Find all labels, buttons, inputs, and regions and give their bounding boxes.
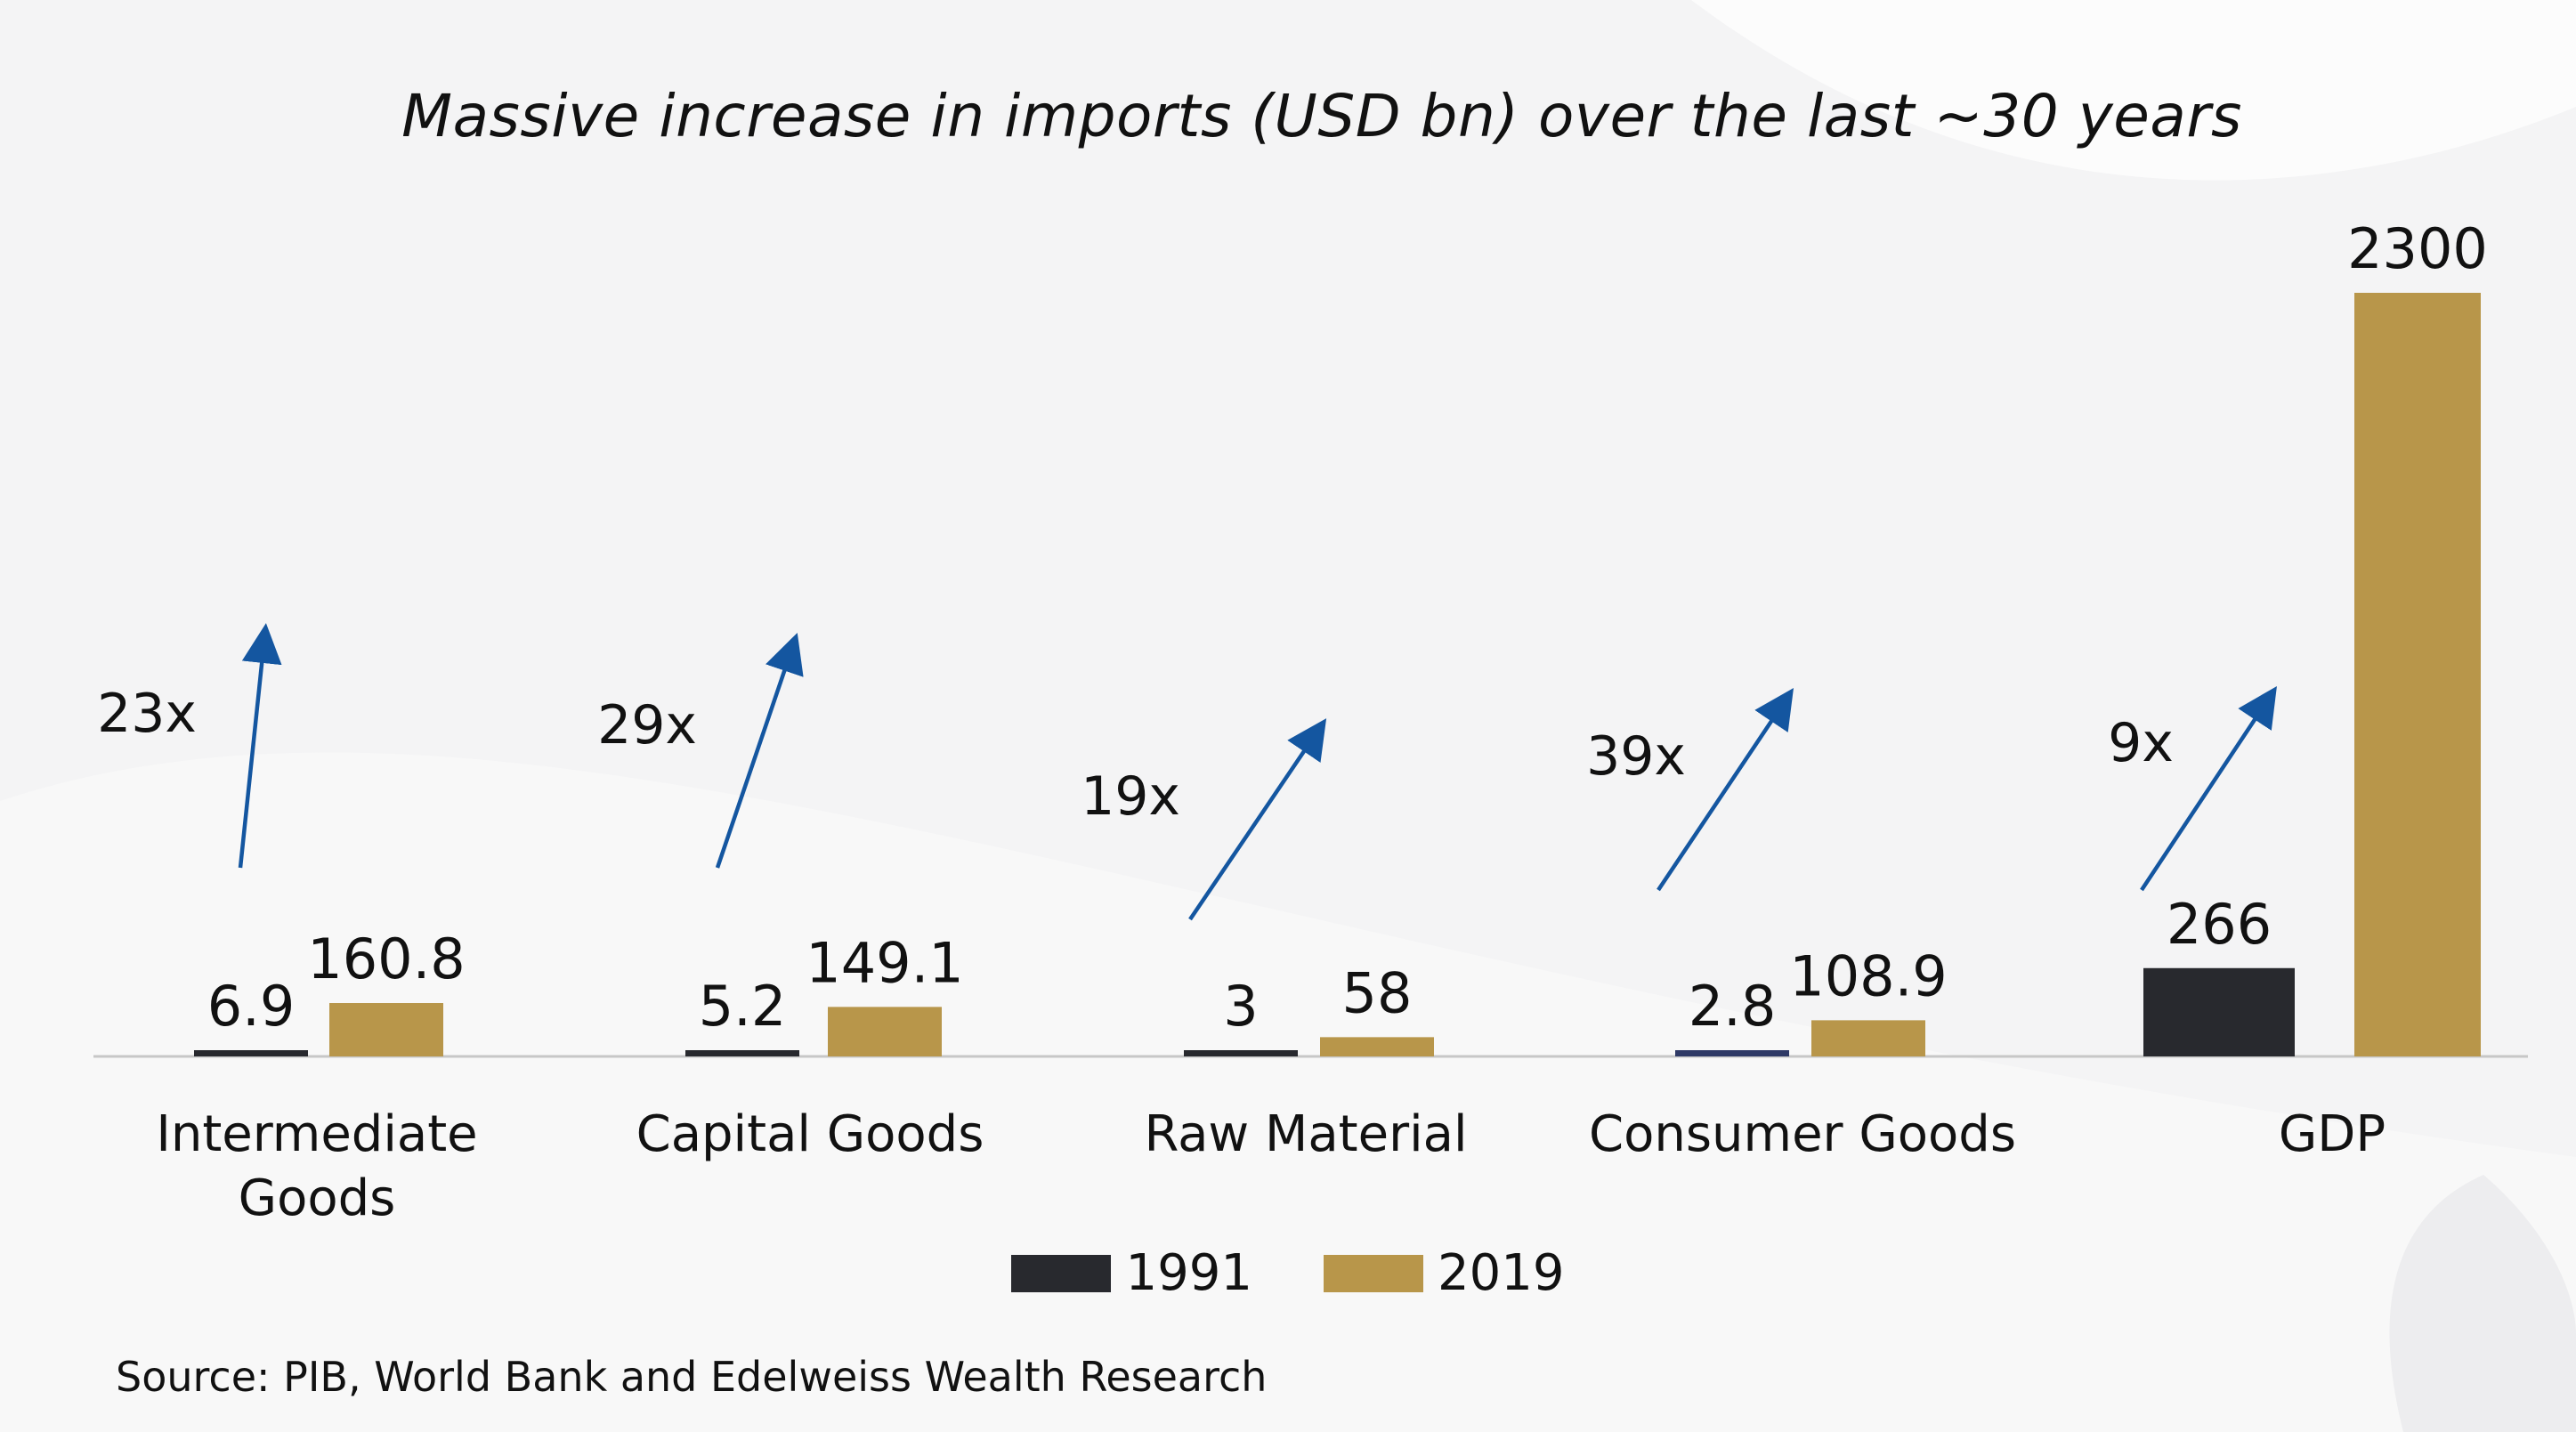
category-label-1-0: Capital Goods	[636, 1105, 984, 1163]
data-label-2019-0: 160.8	[307, 926, 466, 991]
data-label-2019-2: 58	[1342, 960, 1413, 1025]
growth-label-0: 23x	[97, 683, 197, 745]
bar-2019-4	[2354, 293, 2481, 1056]
bar-1991-2	[1184, 1050, 1298, 1056]
growth-arrow-2	[1188, 718, 1327, 921]
source-note: Source: PIB, World Bank and Edelweiss We…	[116, 1353, 1268, 1401]
growth-arrow-4	[2140, 686, 2277, 892]
growth-label-4: 9x	[2108, 712, 2174, 774]
data-label-1991-4: 266	[2167, 892, 2272, 957]
growth-arrow-1	[715, 632, 804, 869]
growth-arrow-3	[1657, 688, 1794, 892]
bar-2019-1	[828, 1007, 942, 1056]
growth-label-3: 39x	[1586, 725, 1686, 788]
growth-label-2: 19x	[1081, 765, 1180, 828]
category-label-2-0: Raw Material	[1144, 1105, 1467, 1163]
bar-2019-2	[1320, 1037, 1434, 1056]
category-label-0-0: Intermediate	[156, 1105, 477, 1163]
bar-1991-4	[2143, 967, 2295, 1056]
legend-label-1991: 1991	[1125, 1244, 1252, 1302]
legend-label-2019: 2019	[1438, 1244, 1565, 1302]
legend-swatch-1991	[1011, 1254, 1112, 1292]
growth-label-1: 29x	[597, 694, 697, 756]
growth-arrow-0	[238, 623, 282, 869]
chart-title: Massive increase in imports (USD bn) ove…	[401, 82, 2242, 150]
category-label-4-0: GDP	[2279, 1105, 2386, 1163]
data-label-1991-2: 3	[1223, 974, 1258, 1039]
bar-2019-3	[1811, 1020, 1925, 1056]
bar-1991-0	[194, 1050, 308, 1056]
legend: 1991 2019	[0, 1244, 2576, 1302]
bar-1991-1	[685, 1050, 799, 1056]
legend-item-2019: 2019	[1324, 1244, 1565, 1302]
data-label-2019-1: 149.1	[806, 930, 964, 995]
bar-2019-0	[329, 1003, 443, 1056]
data-label-2019-4: 2300	[2347, 216, 2488, 281]
legend-item-1991: 1991	[1011, 1244, 1252, 1302]
data-label-1991-1: 5.2	[699, 974, 787, 1039]
legend-swatch-2019	[1324, 1254, 1423, 1292]
data-label-1991-3: 2.8	[1689, 974, 1777, 1039]
category-label-0-1: Goods	[239, 1169, 396, 1227]
data-label-1991-0: 6.9	[207, 974, 296, 1039]
bar-1991-3	[1675, 1050, 1789, 1056]
data-label-2019-3: 108.9	[1789, 943, 1948, 1008]
category-label-3-0: Consumer Goods	[1589, 1105, 2016, 1163]
